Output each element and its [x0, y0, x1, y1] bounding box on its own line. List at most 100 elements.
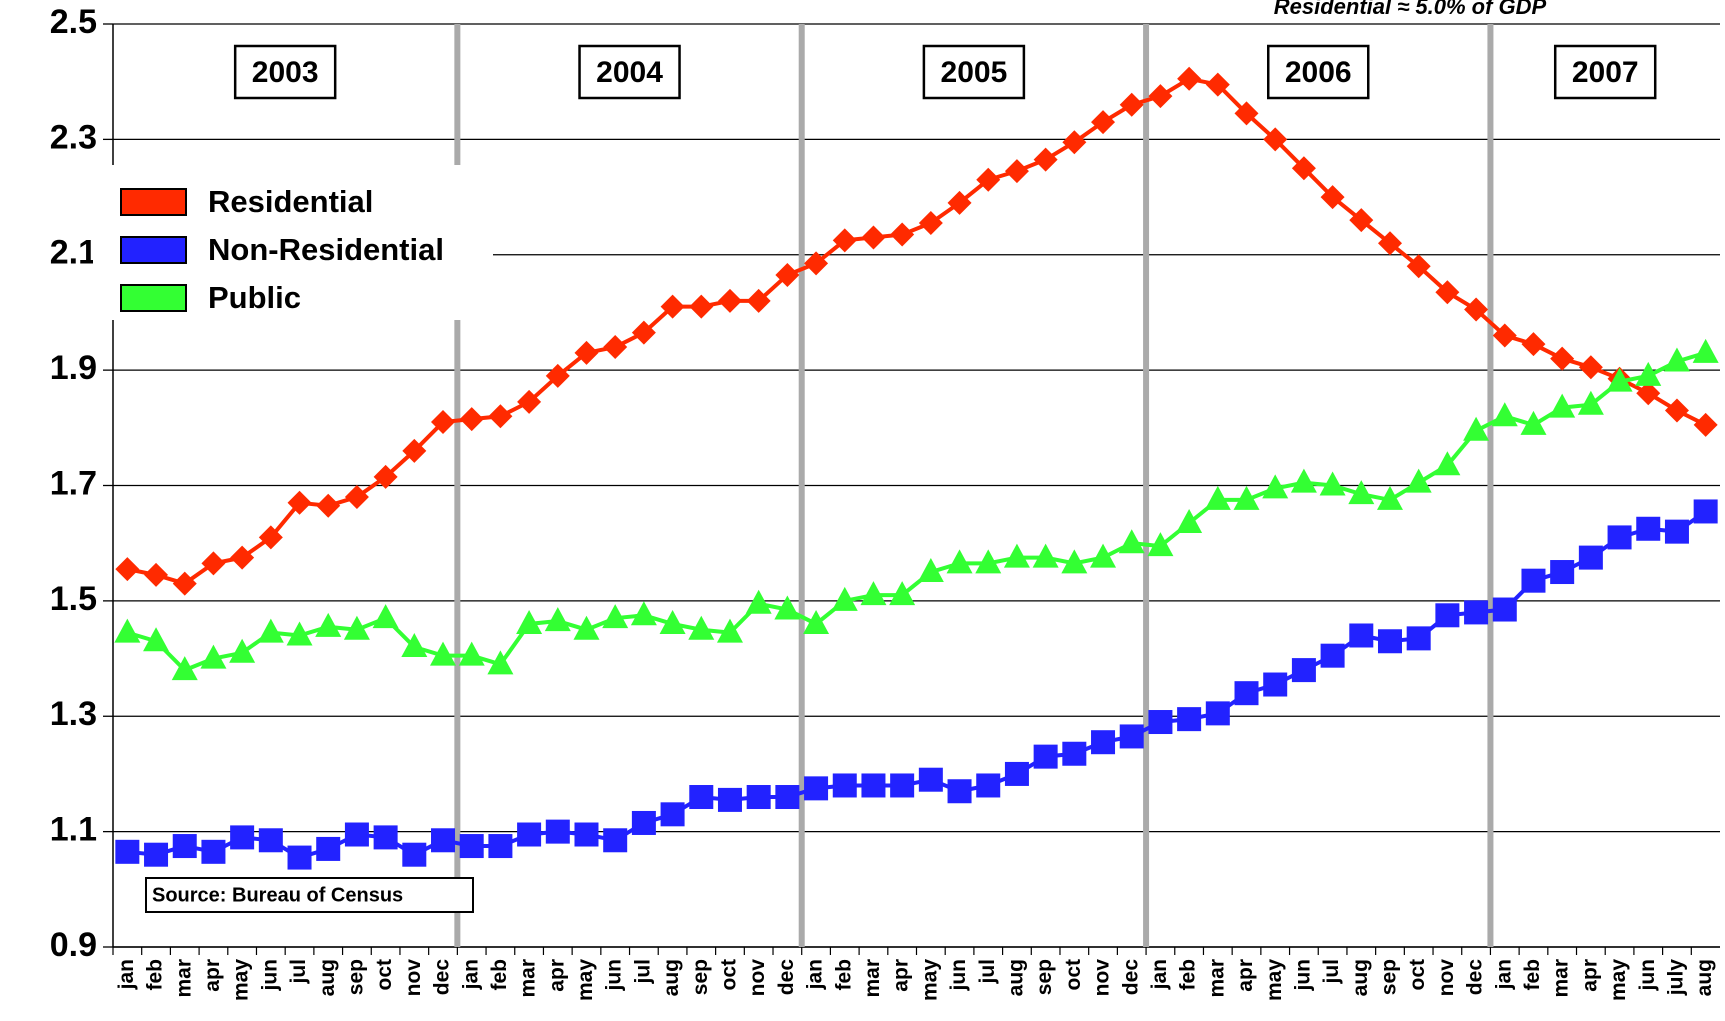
marker: [344, 485, 369, 510]
marker: [201, 839, 226, 864]
marker: [774, 595, 801, 620]
marker: [717, 288, 742, 313]
marker: [1406, 254, 1431, 279]
x-tick-label: jul: [631, 959, 654, 985]
marker: [717, 787, 742, 812]
marker: [287, 845, 312, 870]
marker: [1205, 72, 1230, 97]
marker: [372, 604, 399, 629]
year-box: [233, 44, 337, 100]
marker: [1291, 156, 1316, 181]
marker: [1004, 159, 1029, 184]
marker: [1148, 84, 1173, 109]
marker: [430, 641, 457, 666]
marker: [1693, 499, 1718, 524]
marker: [947, 779, 972, 804]
marker: [918, 767, 943, 792]
year-label: 2006: [1285, 56, 1352, 89]
marker: [373, 464, 398, 489]
y-tick-label: 2.1: [50, 234, 97, 272]
y-tick-label: 2.3: [50, 118, 97, 156]
marker: [402, 842, 427, 867]
marker: [1464, 297, 1489, 322]
year-label: 2004: [596, 56, 663, 89]
marker: [459, 834, 484, 859]
series-line: [126, 76, 1707, 586]
marker: [1349, 208, 1374, 233]
marker: [316, 836, 341, 861]
marker: [1349, 623, 1374, 648]
x-tick-label: jul: [1320, 959, 1343, 985]
x-tick-label: sep: [1378, 959, 1401, 995]
marker: [114, 618, 141, 643]
marker: [775, 262, 800, 287]
marker: [1692, 338, 1719, 363]
marker: [1406, 626, 1431, 651]
x-tick-label: apr: [201, 959, 224, 992]
marker: [1062, 130, 1087, 155]
marker: [1492, 323, 1517, 348]
x-tick-label: may: [918, 959, 941, 1001]
x-tick-label: july: [1665, 959, 1688, 996]
y-tick-label: 2.5: [50, 3, 97, 41]
year-box: [578, 44, 681, 100]
marker: [171, 656, 198, 681]
marker: [574, 822, 599, 847]
marker: [775, 785, 800, 810]
marker: [1405, 468, 1432, 493]
marker: [488, 834, 513, 859]
legend-label: Public: [208, 280, 301, 315]
marker: [1263, 672, 1288, 697]
x-tick-label: apr: [1578, 959, 1601, 992]
marker: [517, 822, 542, 847]
x-tick-label: feb: [1521, 959, 1544, 991]
y-tick-label: 1.3: [50, 695, 97, 733]
year-box: [1553, 44, 1657, 100]
marker: [660, 294, 685, 319]
marker: [544, 607, 571, 632]
marker: [631, 320, 656, 345]
year-box: [1267, 44, 1370, 100]
marker: [659, 609, 686, 634]
x-tick-label: aug: [1349, 959, 1372, 996]
marker: [1118, 529, 1145, 554]
marker: [1578, 355, 1603, 380]
marker: [832, 228, 857, 253]
marker: [488, 404, 513, 429]
marker: [976, 167, 1001, 192]
x-tick-label: jun: [1636, 959, 1659, 992]
marker: [1061, 549, 1088, 574]
marker: [1263, 127, 1288, 152]
x-tick-label: jul: [287, 959, 310, 985]
marker: [1032, 543, 1059, 568]
x-tick-label: may: [574, 959, 597, 1001]
marker: [115, 839, 140, 864]
marker: [459, 407, 484, 432]
marker: [804, 251, 829, 276]
marker: [1090, 543, 1117, 568]
x-tick-label: jun: [258, 959, 281, 992]
marker: [861, 773, 886, 798]
marker: [1062, 741, 1087, 766]
marker: [574, 340, 599, 365]
x-tick-label: aug: [660, 959, 683, 996]
x-tick-label: dec: [1119, 959, 1142, 996]
marker: [115, 557, 140, 582]
marker: [1520, 410, 1547, 435]
x-tick-label: feb: [832, 959, 855, 991]
legend-swatch: [120, 284, 187, 312]
year-label: 2007: [1572, 56, 1639, 89]
marker: [603, 335, 628, 360]
marker: [1577, 390, 1604, 415]
x-tick-label: nov: [402, 959, 425, 997]
marker: [1205, 701, 1230, 726]
marker: [946, 549, 973, 574]
marker: [1320, 643, 1345, 668]
marker: [230, 545, 255, 570]
x-tick-label: aug: [1693, 959, 1716, 996]
marker: [1491, 402, 1518, 427]
x-tick-label: mar: [1205, 959, 1228, 998]
legend-swatch: [120, 188, 187, 216]
marker: [890, 773, 915, 798]
